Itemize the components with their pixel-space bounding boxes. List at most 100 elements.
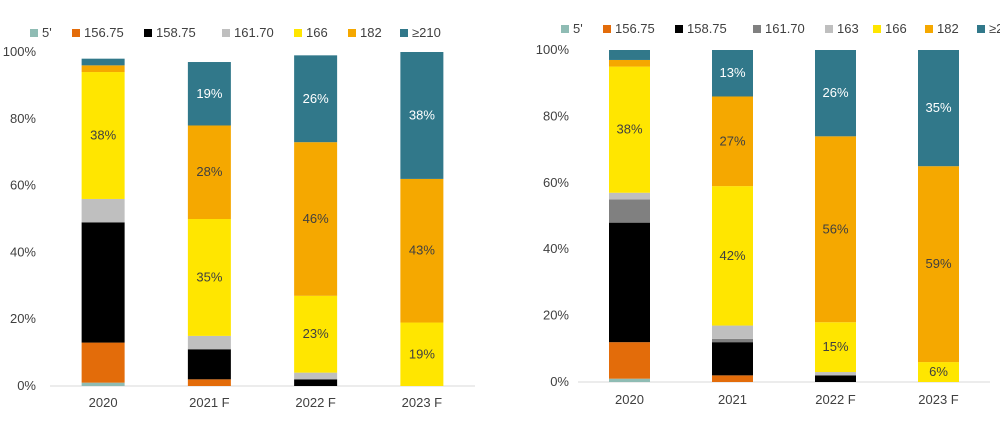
bar-segment-2022-f-161-70 — [294, 372, 338, 380]
bar-segment-2020-158-75 — [609, 222, 650, 343]
data-label: 43% — [409, 243, 435, 258]
bar-segment-2021-f-161-70 — [187, 335, 231, 350]
data-label: 38% — [409, 107, 435, 122]
legend-swatch-5ft — [561, 25, 569, 33]
x-tick-label: 2020 — [89, 395, 118, 410]
data-label: 46% — [303, 211, 329, 226]
bar-segment-2020-ge210 — [609, 50, 650, 60]
data-label: 38% — [90, 128, 116, 143]
legend-swatch-5ft — [30, 29, 38, 37]
chart-right: 5' 156.75 158.75 161.70 163 166 182 ≥210 0% 20% 40… — [505, 0, 1000, 434]
legend-label-156-75: 156.75 — [84, 25, 124, 40]
x-tick-label: 2022 F — [295, 395, 336, 410]
x-tick-label: 2023 F — [402, 395, 443, 410]
bar-segment-2022-f-ge210 — [294, 55, 338, 143]
bar-segment-2022-f-182 — [294, 142, 338, 296]
bar-segment-2021-f-156-75 — [187, 379, 231, 386]
left-data-labels: 38% 19% 28% 35% 26% 46% 23% 38% 43% 19% — [90, 86, 435, 362]
legend-item-163: 163 — [825, 21, 859, 36]
data-label: 19% — [409, 346, 435, 361]
bar-segment-2021-f-158-75 — [187, 349, 231, 380]
x-tick-label: 2022 F — [815, 392, 856, 407]
bar-segment-2022-f-ge210 — [815, 50, 856, 137]
bar-segment-2021-166 — [712, 186, 753, 326]
bar-segment-2020-156-75 — [81, 342, 125, 383]
right-bars — [609, 50, 959, 382]
bar-segment-2020-182 — [81, 65, 125, 73]
bar-segment-2020-161-70 — [81, 198, 125, 223]
legend-label-166: 166 — [306, 25, 328, 40]
y-tick-label: 100% — [536, 42, 570, 57]
bar-segment-2023-f-182 — [918, 166, 959, 363]
bar-segment-2022-f-163 — [815, 372, 856, 376]
y-tick-label: 40% — [543, 241, 569, 256]
legend-swatch-182 — [925, 25, 933, 33]
data-label: 13% — [719, 65, 745, 80]
bar-segment-2021-f-166 — [187, 219, 231, 336]
y-tick-label: 0% — [17, 378, 36, 393]
legend-item-ge210: ≥210 — [400, 25, 441, 40]
bar-segment-2021-f-ge210 — [187, 62, 231, 126]
legend-label-158-75: 158.75 — [156, 25, 196, 40]
legend-swatch-161-70 — [753, 25, 761, 33]
data-label: 15% — [822, 339, 848, 354]
y-tick-label: 20% — [10, 311, 36, 326]
bar-segment-2022-f-182 — [815, 136, 856, 323]
left-legend: 5' 156.75 158.75 161.70 166 182 ≥210 — [30, 25, 441, 40]
data-label: 19% — [196, 86, 222, 101]
data-label: 56% — [822, 221, 848, 236]
legend-swatch-156-75 — [603, 25, 611, 33]
legend-item-182: 182 — [925, 21, 959, 36]
bar-segment-2021-ge210 — [712, 50, 753, 97]
bar-stack-2023-f — [918, 50, 959, 382]
legend-swatch-158-75 — [144, 29, 152, 37]
bar-segment-2021-163 — [712, 325, 753, 339]
bar-segment-2020-156-75 — [609, 342, 650, 379]
legend-label-161-70: 161.70 — [765, 21, 805, 36]
y-tick-label: 80% — [10, 111, 36, 126]
bar-segment-2020-161-70 — [609, 199, 650, 223]
data-label: 26% — [303, 91, 329, 106]
bar-segment-2021-f-182 — [187, 125, 231, 219]
legend-item-166: 166 — [294, 25, 328, 40]
bar-stack-2021 — [712, 50, 753, 382]
data-label: 35% — [925, 100, 951, 115]
y-tick-label: 20% — [543, 308, 569, 323]
bar-stack-2022-f — [815, 50, 856, 382]
data-label: 42% — [719, 248, 745, 263]
bar-segment-2020-158-75 — [81, 222, 125, 343]
bar-segment-2020-166 — [81, 72, 125, 199]
legend-item-182: 182 — [348, 25, 382, 40]
right-y-axis: 0% 20% 40% 60% 80% 100% — [536, 42, 570, 389]
data-label: 26% — [822, 85, 848, 100]
legend-swatch-161-70 — [222, 29, 230, 37]
legend-label-ge210: ≥210 — [989, 21, 1000, 36]
legend-swatch-ge210 — [977, 25, 985, 33]
legend-item-5ft: 5' — [561, 21, 583, 36]
bar-segment-2022-f-158-75 — [294, 379, 338, 386]
legend-item-156-75: 156.75 — [72, 25, 124, 40]
legend-label-182: 182 — [360, 25, 382, 40]
bar-segment-2020-163 — [609, 192, 650, 200]
data-label: 28% — [196, 164, 222, 179]
legend-item-161-70: 161.70 — [753, 21, 805, 36]
legend-label-161-70: 161.70 — [234, 25, 274, 40]
legend-label-182: 182 — [937, 21, 959, 36]
legend-label-163: 163 — [837, 21, 859, 36]
bar-segment-2023-f-182 — [400, 178, 444, 323]
right-data-labels: 38% 13% 27% 42% 26% 56% 15% 35% 59% 6% — [616, 65, 951, 379]
legend-swatch-182 — [348, 29, 356, 37]
legend-swatch-166 — [294, 29, 302, 37]
bar-segment-2020-ge210 — [81, 58, 125, 66]
y-tick-label: 60% — [10, 178, 36, 193]
bar-segment-2022-f-158-75 — [815, 375, 856, 382]
legend-swatch-163 — [825, 25, 833, 33]
chart-right-svg: 5' 156.75 158.75 161.70 163 166 182 ≥210 0% 20% 40… — [536, 21, 1000, 407]
bar-segment-2021-182 — [712, 96, 753, 187]
legend-item-ge210: ≥210 — [977, 21, 1000, 36]
data-label: 35% — [196, 269, 222, 284]
legend-item-161-70: 161.70 — [222, 25, 274, 40]
bar-stack-2020 — [81, 58, 125, 386]
bar-segment-2020-166 — [609, 66, 650, 193]
y-tick-label: 100% — [3, 44, 37, 59]
